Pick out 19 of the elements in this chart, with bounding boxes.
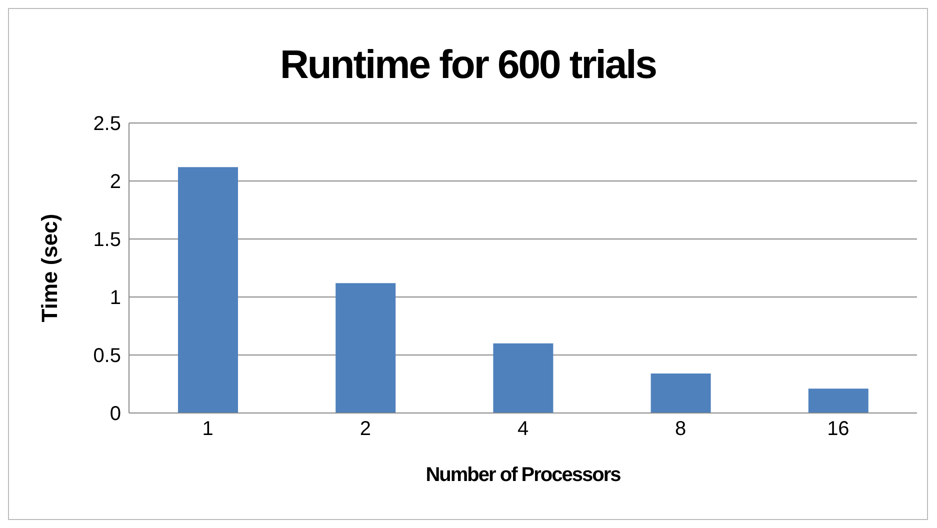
y-tick-label: 1.5 bbox=[93, 229, 121, 252]
bar bbox=[178, 167, 238, 413]
bar bbox=[493, 343, 554, 413]
x-tick-label: 1 bbox=[202, 418, 214, 440]
x-tick-label: 16 bbox=[827, 418, 850, 440]
x-axis-title: Number of Processors bbox=[426, 464, 622, 486]
x-tick-label: 2 bbox=[360, 418, 371, 440]
y-tick-label: 2 bbox=[110, 171, 121, 194]
bar bbox=[336, 283, 396, 413]
chart-title: Runtime for 600 trials bbox=[278, 43, 657, 89]
bar bbox=[650, 374, 711, 413]
x-tick-label: 4 bbox=[517, 418, 529, 440]
x-tick-label: 8 bbox=[675, 418, 686, 440]
y-tick-label: 0.5 bbox=[93, 345, 121, 368]
y-tick-label: 2.5 bbox=[93, 113, 121, 136]
y-tick-label: 0 bbox=[110, 403, 121, 426]
bar bbox=[808, 388, 868, 413]
y-axis-title: Time (sec) bbox=[36, 214, 62, 322]
y-tick-label: 1 bbox=[110, 287, 121, 310]
